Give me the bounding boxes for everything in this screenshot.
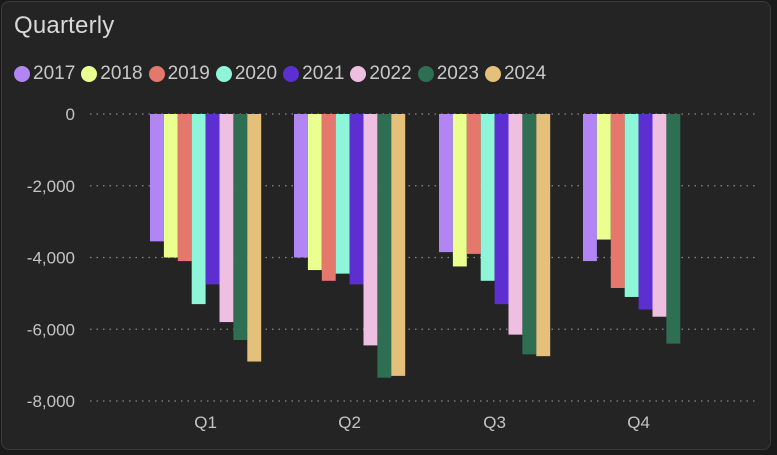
legend-item-2017[interactable]: 2017 [14,63,75,85]
legend-label: 2020 [234,63,278,84]
bar-2017-Q1[interactable] [150,114,164,242]
bar-2020-Q4[interactable] [624,114,639,297]
x-tick-label: Q1 [194,413,217,432]
bar-2023-Q2[interactable] [377,114,392,378]
legend-item-2022[interactable]: 2022 [350,63,412,85]
legend-item-2020[interactable]: 2020 [215,63,278,85]
y-tick-label: 0 [66,105,75,124]
legend-label: 2024 [503,63,547,84]
legend-label: 2021 [302,63,345,84]
bar-2019-Q1[interactable] [177,114,192,262]
chart-legend: 2017 2018 2019 2020 2021 2022 2023 2024 [14,63,552,85]
y-tick-label: -6,000 [27,320,75,339]
legend-swatch [81,66,98,82]
legend-swatch [484,66,501,82]
legend-swatch [148,66,165,82]
bar-2020-Q1[interactable] [191,114,206,305]
bar-2021-Q3[interactable] [494,114,509,305]
legend-item-2024[interactable]: 2024 [484,63,547,85]
bar-2017-Q3[interactable] [439,114,453,253]
legend-swatch [14,66,30,82]
bar-2024-Q3[interactable] [536,114,551,357]
legend-swatch [215,66,232,82]
bar-2021-Q4[interactable] [638,114,653,310]
bar-2019-Q2[interactable] [321,114,336,281]
legend-item-2021[interactable]: 2021 [283,63,344,85]
bar-2019-Q4[interactable] [610,114,625,288]
bar-2018-Q4[interactable] [596,114,611,240]
legend-swatch [417,66,434,82]
bar-2024-Q1[interactable] [247,114,262,362]
legend-item-2023[interactable]: 2023 [417,63,479,85]
x-tick-label: Q2 [338,413,361,432]
legend-label: 2023 [436,63,479,84]
bar-2023-Q4[interactable] [666,114,681,344]
bar-2018-Q2[interactable] [307,114,322,271]
bar-2018-Q3[interactable] [452,114,467,267]
legend-swatch [283,66,300,82]
x-tick-label: Q3 [483,413,506,432]
legend-label: 2017 [33,63,76,84]
legend-label: 2022 [369,63,412,84]
legend-label: 2018 [100,63,143,84]
bar-2021-Q2[interactable] [349,114,364,285]
legend-swatch [350,66,367,82]
bar-2017-Q2[interactable] [294,114,308,258]
legend-label: 2019 [167,63,210,84]
y-tick-label: -8,000 [27,392,75,411]
y-tick-label: -4,000 [27,249,75,268]
bar-2022-Q2[interactable] [363,114,378,346]
x-tick-label: Q4 [627,413,650,432]
bar-2018-Q1[interactable] [163,114,178,258]
bar-2020-Q2[interactable] [335,114,350,274]
y-tick-label: -2,000 [27,177,75,196]
bar-2022-Q3[interactable] [508,114,523,335]
legend-item-2019[interactable]: 2019 [148,63,210,85]
chart-title: Quarterly [14,12,115,39]
bar-2022-Q4[interactable] [652,114,667,317]
bar-2021-Q1[interactable] [205,114,220,285]
legend-item-2018[interactable]: 2018 [81,63,143,85]
bar-2024-Q2[interactable] [391,114,406,376]
bar-2017-Q4[interactable] [583,114,597,262]
bar-2020-Q3[interactable] [480,114,495,281]
bar-2022-Q1[interactable] [219,114,234,323]
bar-2019-Q3[interactable] [466,114,481,254]
bar-2023-Q3[interactable] [522,114,537,355]
bar-2023-Q1[interactable] [233,114,248,341]
